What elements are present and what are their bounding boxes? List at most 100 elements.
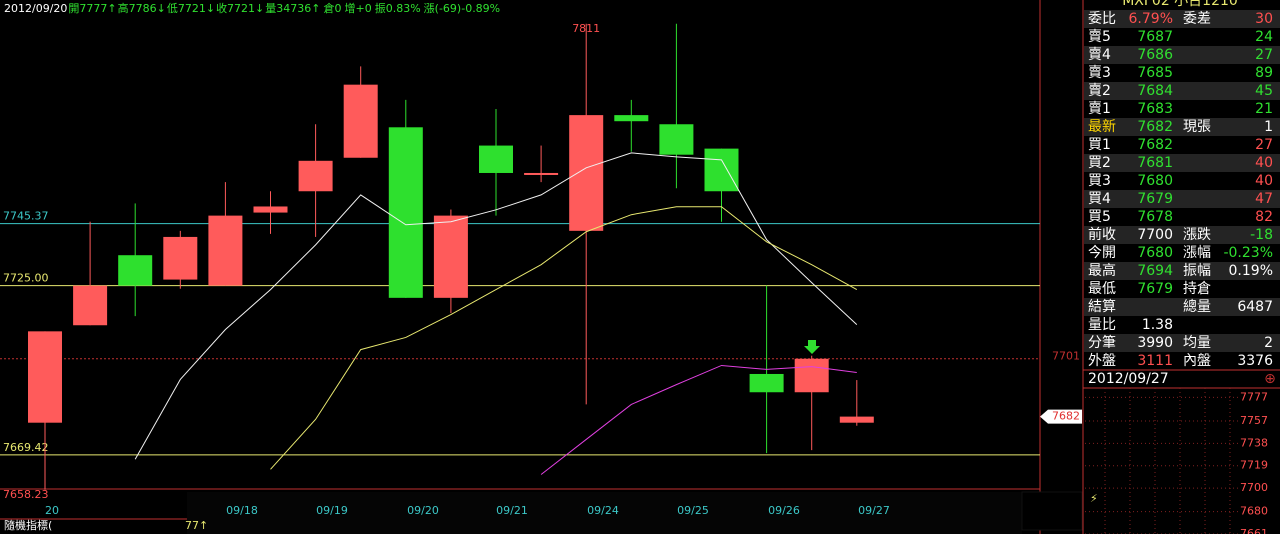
y-tick-label: 7719 bbox=[1240, 459, 1268, 472]
row-label: 量比 bbox=[1088, 317, 1116, 333]
y-tick-label: 7680 bbox=[1240, 505, 1268, 518]
candle-body bbox=[839, 416, 874, 423]
row-value: 40 bbox=[1255, 173, 1273, 189]
header-item: 收7721↓ bbox=[216, 1, 264, 15]
row-value: 3990 bbox=[1137, 335, 1173, 351]
row-value: 7684 bbox=[1137, 83, 1173, 99]
header-item: 高7786↓ bbox=[118, 1, 166, 15]
row-label: 最低 bbox=[1088, 281, 1116, 297]
row-value: 6487 bbox=[1237, 299, 1273, 315]
candle-body bbox=[614, 115, 649, 122]
row-value: 0.19% bbox=[1229, 263, 1273, 279]
header-item: 增+0 bbox=[345, 1, 372, 15]
quote-panel: MXF02 小台1210 委比 6.79% 委差 30 賣5 7687 24 賣4 7686 27 賣… bbox=[1083, 0, 1280, 387]
row-bg bbox=[1084, 82, 1280, 100]
candle-body bbox=[343, 84, 378, 158]
row-bg bbox=[1084, 298, 1280, 316]
row-label: 結算 bbox=[1088, 299, 1116, 315]
row-value: 1.38 bbox=[1142, 317, 1173, 333]
row-bg bbox=[1084, 28, 1280, 46]
x-tick-label: 09/24 bbox=[587, 504, 619, 517]
candle-body bbox=[749, 373, 784, 393]
row-label: 內盤 bbox=[1183, 353, 1211, 369]
indicator-label: 隨機指標( bbox=[4, 518, 52, 532]
candle-body bbox=[73, 285, 108, 326]
header-item: 開7777↑ bbox=[68, 2, 116, 15]
candle-body bbox=[704, 148, 739, 192]
row-value: 7682 bbox=[1137, 137, 1173, 153]
row-value: 7687 bbox=[1137, 29, 1173, 45]
row-value: 7700 bbox=[1137, 227, 1173, 243]
row-value: 7679 bbox=[1137, 191, 1173, 207]
row-label: 外盤 bbox=[1088, 353, 1116, 369]
header-item: 倉0 bbox=[324, 1, 342, 15]
row-value: 7694 bbox=[1137, 263, 1173, 279]
row-value: 3111 bbox=[1137, 353, 1173, 369]
y-tick-label: 7777 bbox=[1240, 390, 1268, 403]
cursor-icon: ⚡ bbox=[1090, 492, 1098, 505]
level-label: 7745.37 bbox=[3, 210, 49, 223]
signal-arrow bbox=[804, 340, 820, 354]
row-bg bbox=[1084, 244, 1280, 262]
row-label: 漲幅 bbox=[1183, 245, 1211, 261]
row-label: 前收 bbox=[1088, 226, 1116, 243]
row-bg bbox=[1084, 190, 1280, 208]
candle-body bbox=[208, 215, 243, 286]
ma-lines bbox=[134, 152, 858, 475]
row-value: 89 bbox=[1255, 65, 1273, 81]
x-tick-label: 09/18 bbox=[226, 504, 258, 517]
row-label: 賣2 bbox=[1088, 83, 1111, 99]
header-item: 2012/09/20 bbox=[4, 2, 67, 15]
row-bg bbox=[1084, 208, 1280, 226]
header: 2012/09/20開7777↑高7786↓低7721↓收7721↓量34736… bbox=[4, 1, 500, 15]
row-bg bbox=[1084, 352, 1280, 370]
chart: 7745.37 7725.00 7669.42 7701 7658.23 7811 7682… bbox=[0, 22, 1082, 517]
high-annotation: 7811 bbox=[572, 22, 600, 35]
ma-line bbox=[134, 152, 858, 460]
y-tick-label: 7757 bbox=[1240, 414, 1268, 427]
row-label: 買3 bbox=[1088, 173, 1111, 189]
candle-body bbox=[163, 236, 198, 280]
row-label: 賣4 bbox=[1088, 47, 1111, 63]
row-value: 7679 bbox=[1137, 281, 1173, 297]
candle-body bbox=[794, 358, 829, 393]
header-item: 量34736↑ bbox=[265, 2, 320, 15]
bottom-label: 7658.23 bbox=[3, 488, 49, 501]
row-value: 27 bbox=[1255, 137, 1273, 153]
ma-line bbox=[540, 364, 857, 475]
row-label: 均量 bbox=[1183, 335, 1211, 351]
candle-body bbox=[433, 215, 468, 298]
row-label: 最高 bbox=[1088, 262, 1116, 279]
row-value: 1 bbox=[1264, 119, 1273, 135]
x-tick-label: 09/26 bbox=[768, 504, 800, 517]
row-value: 24 bbox=[1255, 29, 1273, 45]
row-bg bbox=[1084, 136, 1280, 154]
row-bg bbox=[1084, 262, 1280, 280]
candle-body bbox=[28, 331, 62, 423]
row-label: 現張 bbox=[1183, 119, 1211, 135]
row-label: 買4 bbox=[1088, 191, 1111, 207]
row-bg bbox=[1084, 100, 1280, 118]
candle-body bbox=[118, 255, 153, 286]
row-value: 27 bbox=[1255, 47, 1273, 63]
row-label: 買2 bbox=[1088, 155, 1111, 171]
row-label: 振幅 bbox=[1183, 263, 1211, 279]
row-value: 6.79% bbox=[1129, 11, 1173, 27]
row-label: 賣5 bbox=[1088, 29, 1111, 45]
row-value: 2 bbox=[1264, 335, 1273, 351]
row-value: 40 bbox=[1255, 155, 1273, 171]
row-bg bbox=[1084, 280, 1280, 298]
row-value: 7683 bbox=[1137, 101, 1173, 117]
x-tick-label: 09/25 bbox=[677, 504, 709, 517]
candle-body bbox=[298, 160, 333, 192]
row-label: 委比 bbox=[1088, 11, 1116, 27]
row-value: 7680 bbox=[1137, 173, 1173, 189]
x-tick-label: 09/27 bbox=[858, 504, 890, 517]
y-tick-label: 7661 bbox=[1240, 527, 1268, 534]
row-label: 賣1 bbox=[1088, 101, 1111, 117]
crosshair-icon: ⊕ bbox=[1264, 371, 1276, 387]
row-value: 82 bbox=[1255, 209, 1273, 225]
level-label: 7701 bbox=[1052, 350, 1080, 363]
